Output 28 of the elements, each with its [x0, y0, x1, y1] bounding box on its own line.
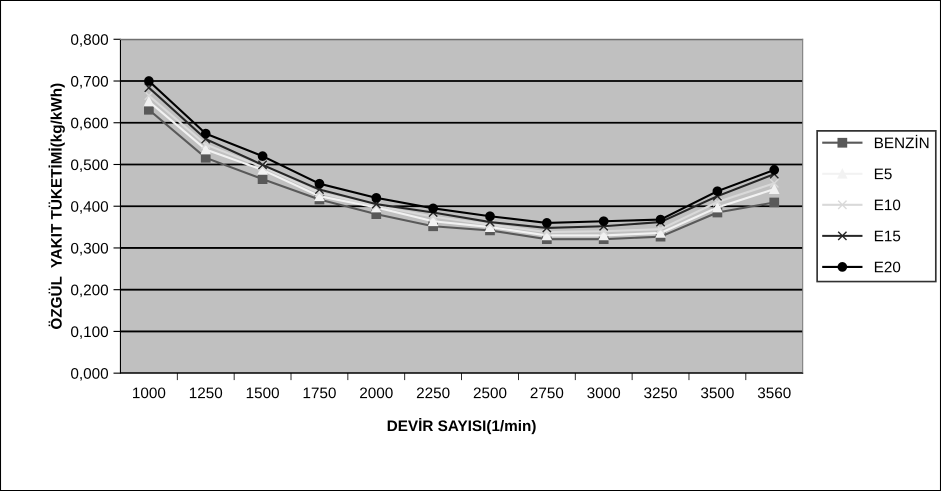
legend-label: E20 [874, 262, 900, 272]
y-tick-label: 0,700 [71, 76, 108, 89]
y-tick-label: 0,800 [71, 34, 108, 47]
y-tick-label: 0,400 [71, 201, 108, 214]
legend-label: E15 [874, 230, 900, 242]
x-tick-label: 2250 [416, 387, 450, 398]
y-tick-label: 0,100 [71, 326, 108, 339]
y-tick-label: 0,600 [71, 118, 108, 130]
legend-label: E5 [874, 168, 892, 180]
x-tick-label: 2750 [530, 387, 564, 398]
y-tick-label: 0,500 [71, 159, 108, 172]
x-tick-label: 3000 [587, 387, 620, 398]
y-tick-label: 0,200 [71, 284, 108, 298]
x-tick-label: 1750 [304, 387, 336, 398]
y-tick-label: 0,000 [71, 368, 108, 381]
x-tick-label: 2000 [360, 387, 393, 398]
x-tick-label: 1000 [133, 387, 166, 398]
x-axis-title: DEVİR SAYISI(1/min) [388, 418, 536, 434]
y-axis-title: ÖZGÜL YAKIT TÜKETİMİ(kg/kWh) [48, 84, 65, 329]
x-tick-label: 3250 [644, 387, 677, 398]
x-tick-label: 2500 [474, 387, 506, 398]
y-tick-label: 0,300 [71, 242, 108, 256]
x-tick-label: 3560 [758, 387, 791, 398]
x-tick-label: 3500 [700, 387, 734, 398]
x-tick-label: 1500 [246, 387, 279, 398]
legend-label: BENZİN [874, 134, 928, 148]
x-tick-label: 1250 [190, 387, 222, 398]
legend-label: E10 [874, 200, 900, 210]
